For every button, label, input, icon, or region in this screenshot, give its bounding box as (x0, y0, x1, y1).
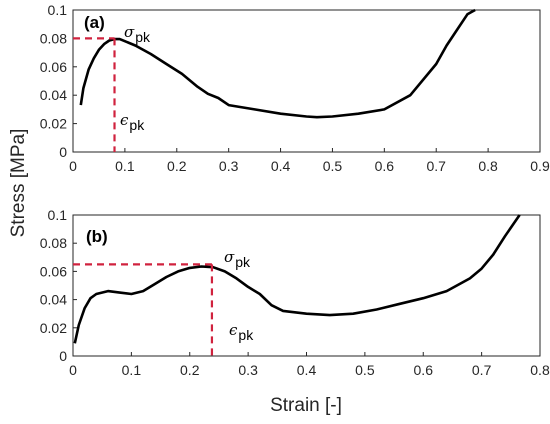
axes-box-a (72, 9, 541, 153)
sigma-pk-label-b: σpk (224, 248, 251, 270)
x-tick-label: 0.2 (167, 158, 187, 174)
y-tick-label: 0.04 (40, 87, 67, 103)
y-tick-label: 0.08 (40, 30, 67, 46)
x-ticks-b: 0 0.1 0.2 0.3 0.4 0.5 0.6 0.7 0.8 (69, 352, 550, 378)
panel-label-b: (b) (86, 227, 108, 246)
x-tick-label: 0.4 (297, 362, 317, 378)
x-tick-label: 0.1 (122, 362, 142, 378)
y-tick-label: 0.02 (40, 116, 67, 132)
y-ticks-a: 0 0.02 0.04 0.06 0.08 0.1 (40, 2, 77, 160)
stress-strain-curve-a (79, 8, 476, 119)
x-tick-label: 0.7 (472, 362, 492, 378)
epsilon-pk-label-a: ϵpk (120, 111, 145, 133)
x-tick-label: 0 (69, 362, 77, 378)
y-tick-label: 0.04 (40, 292, 67, 308)
sigma-pk-label-a: σpk (124, 23, 151, 45)
stress-strain-curve-b (73, 214, 521, 344)
y-tick-label: 0.08 (40, 235, 67, 251)
x-tick-label: 0.7 (426, 158, 446, 174)
x-ticks-a: 0 0.1 0.2 0.3 0.4 0.5 0.6 0.7 0.8 0.9 (69, 148, 550, 174)
y-tick-label: 0.06 (40, 263, 67, 279)
x-tick-label: 0.3 (219, 158, 239, 174)
panel-a: 0 0.02 0.04 0.06 0.08 0.1 0 0.1 0.2 0.3 0.4 0.5 0.6… (40, 2, 550, 174)
panel-b: 0 0.02 0.04 0.06 0.08 0.1 0 0.1 0.2 0.3 0.4 0.5 0.6… (40, 207, 550, 378)
x-tick-label: 0.2 (180, 362, 200, 378)
x-tick-label: 0.4 (271, 158, 291, 174)
y-axis-label: Stress [MPa] (8, 129, 29, 238)
x-tick-label: 0.8 (530, 362, 550, 378)
x-tick-label: 0.5 (323, 158, 343, 174)
y-tick-label: 0 (59, 348, 67, 364)
y-tick-label: 0 (59, 144, 67, 160)
x-tick-label: 0.9 (530, 158, 550, 174)
x-tick-label: 0.6 (375, 158, 395, 174)
epsilon-pk-label-b: ϵpk (229, 321, 254, 343)
y-tick-label: 0.06 (40, 59, 67, 75)
axes-box-b (72, 214, 541, 357)
panel-label-a: (a) (84, 13, 105, 32)
x-axis-label: Strain [-] (270, 395, 342, 416)
y-tick-label: 0.1 (48, 2, 68, 18)
x-tick-label: 0 (69, 158, 77, 174)
x-tick-label: 0.5 (355, 362, 375, 378)
y-tick-label: 0.02 (40, 320, 67, 336)
y-tick-label: 0.1 (48, 207, 68, 223)
x-tick-label: 0.1 (115, 158, 135, 174)
x-tick-label: 0.6 (414, 362, 434, 378)
y-ticks-b: 0 0.02 0.04 0.06 0.08 0.1 (40, 207, 77, 364)
x-tick-label: 0.8 (478, 158, 498, 174)
x-tick-label: 0.3 (238, 362, 258, 378)
